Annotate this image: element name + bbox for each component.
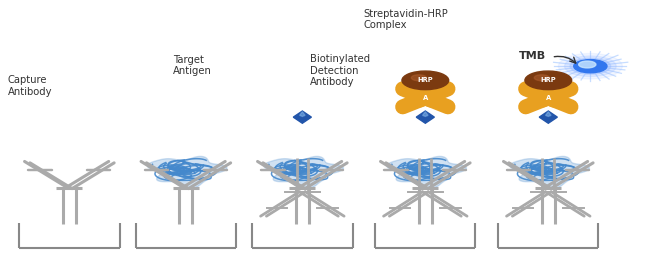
Circle shape xyxy=(565,56,616,76)
Polygon shape xyxy=(264,157,343,189)
Polygon shape xyxy=(510,157,590,189)
Circle shape xyxy=(534,75,549,81)
Polygon shape xyxy=(293,111,311,123)
Text: A: A xyxy=(422,95,428,101)
Circle shape xyxy=(578,61,596,68)
Polygon shape xyxy=(422,112,428,116)
Text: Streptavidin-HRP
Complex: Streptavidin-HRP Complex xyxy=(364,9,448,30)
Text: Biotinylated
Detection
Antibody: Biotinylated Detection Antibody xyxy=(310,54,370,87)
Circle shape xyxy=(574,60,607,73)
Polygon shape xyxy=(387,157,467,189)
Polygon shape xyxy=(545,112,551,116)
Text: A: A xyxy=(545,95,551,101)
Text: HRP: HRP xyxy=(541,77,556,83)
Polygon shape xyxy=(148,157,227,189)
Text: Capture
Antibody: Capture Antibody xyxy=(8,75,53,97)
Text: Target
Antigen: Target Antigen xyxy=(173,55,212,76)
Circle shape xyxy=(537,93,560,102)
Polygon shape xyxy=(300,112,305,116)
Circle shape xyxy=(402,71,448,90)
Circle shape xyxy=(570,58,610,74)
Polygon shape xyxy=(540,111,557,123)
Circle shape xyxy=(414,93,437,102)
Text: HRP: HRP xyxy=(417,77,433,83)
Polygon shape xyxy=(416,111,434,123)
Circle shape xyxy=(525,71,571,90)
Text: TMB: TMB xyxy=(519,51,546,61)
Circle shape xyxy=(558,54,622,79)
Circle shape xyxy=(411,75,426,81)
